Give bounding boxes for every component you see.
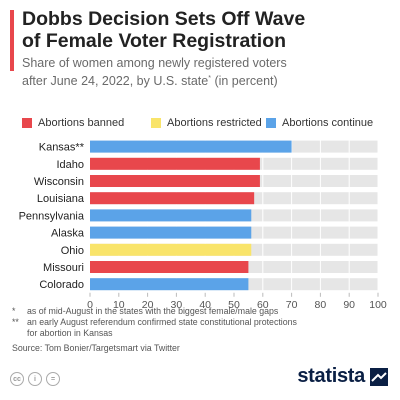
- chart-legend: Abortions banned Abortions restricted Ab…: [0, 117, 400, 131]
- x-tick-label: 90: [343, 299, 355, 311]
- statista-brand[interactable]: statista: [297, 365, 388, 388]
- footnote-1-text: as of mid-August in the states with the …: [27, 306, 279, 316]
- category-label: Ohio: [61, 245, 84, 257]
- x-tick-label: 60: [257, 299, 269, 311]
- bar: [90, 278, 249, 291]
- category-label: Idaho: [56, 159, 84, 171]
- category-label: Pennsylvania: [19, 210, 85, 222]
- attribution-info-icon[interactable]: i: [28, 372, 42, 386]
- x-tick-label: 100: [369, 299, 387, 311]
- category-label: Louisiana: [37, 193, 85, 205]
- x-tick-label: 0: [87, 299, 93, 311]
- bar: [90, 226, 252, 239]
- category-label: Colorado: [39, 279, 84, 291]
- footnote-2: ** an early August referendum confirmed …: [12, 317, 394, 328]
- x-tick-label: 10: [113, 299, 125, 311]
- bar: [90, 243, 252, 256]
- legend-label-restricted: Abortions restricted: [167, 117, 262, 129]
- category-label: Missouri: [43, 262, 84, 274]
- category-label: Kansas**: [39, 142, 85, 154]
- x-tick-label: 30: [171, 299, 183, 311]
- bar: [90, 175, 260, 187]
- source-text: Source: Tom Bonier/Targetsmart via Twitt…: [12, 343, 180, 353]
- title-line-2: of Female Voter Registration: [22, 30, 287, 52]
- footnotes: * as of mid-August in the states with th…: [12, 306, 394, 354]
- legend-swatch-restricted: [151, 118, 161, 128]
- legend-item-banned: Abortions banned: [22, 117, 124, 129]
- x-tick-label: 40: [199, 299, 211, 311]
- x-tick-label: 50: [228, 299, 240, 311]
- title-accent-bar: [10, 10, 14, 71]
- x-tick-label: 20: [142, 299, 154, 311]
- statista-logo-icon: [370, 367, 388, 386]
- bar: [90, 157, 260, 170]
- bar: [90, 261, 249, 273]
- no-derivatives-icon[interactable]: =: [46, 372, 60, 386]
- legend-label-banned: Abortions banned: [38, 117, 125, 129]
- license-icons: cc i =: [10, 372, 60, 386]
- footnote-2-line-1: an early August referendum confirmed sta…: [27, 317, 297, 327]
- legend-label-continue: Abortions continue: [282, 117, 374, 129]
- x-tick-label: 80: [315, 299, 327, 311]
- chart-subtitle: Share of women among newly registered vo…: [22, 56, 394, 89]
- legend-swatch-banned: [22, 118, 32, 128]
- legend-swatch-continue: [266, 118, 276, 128]
- bar: [90, 140, 292, 153]
- category-label: Wisconsin: [34, 176, 84, 188]
- footnote-1-mark: *: [12, 306, 16, 316]
- footnote-2-line-2: for abortion in Kansas: [27, 328, 113, 338]
- creative-commons-icon[interactable]: cc: [10, 372, 24, 386]
- footnote-1: * as of mid-August in the states with th…: [12, 306, 394, 317]
- subtitle-line-1: Share of women among newly registered vo…: [22, 56, 287, 70]
- bar: [90, 209, 252, 222]
- subtitle-line-2: after June 24, 2022, by U.S. state* (in …: [22, 71, 394, 89]
- chart-title: Dobbs Decision Sets Off Wave of Female V…: [22, 8, 394, 52]
- bar: [90, 192, 255, 205]
- title-line-1: Dobbs Decision Sets Off Wave: [22, 8, 306, 30]
- brand-name: statista: [297, 365, 365, 387]
- subtitle-line-2-end: (in percent): [210, 74, 278, 89]
- subtitle-footnote-mark: *: [208, 75, 211, 82]
- x-tick-label: 70: [286, 299, 298, 311]
- subtitle-line-2-main: after June 24, 2022, by U.S. state: [22, 74, 209, 89]
- legend-item-restricted: Abortions restricted: [151, 117, 262, 129]
- legend-item-continue: Abortions continue: [266, 117, 373, 129]
- footnote-2-mark: **: [12, 317, 19, 327]
- category-label: Alaska: [51, 228, 85, 240]
